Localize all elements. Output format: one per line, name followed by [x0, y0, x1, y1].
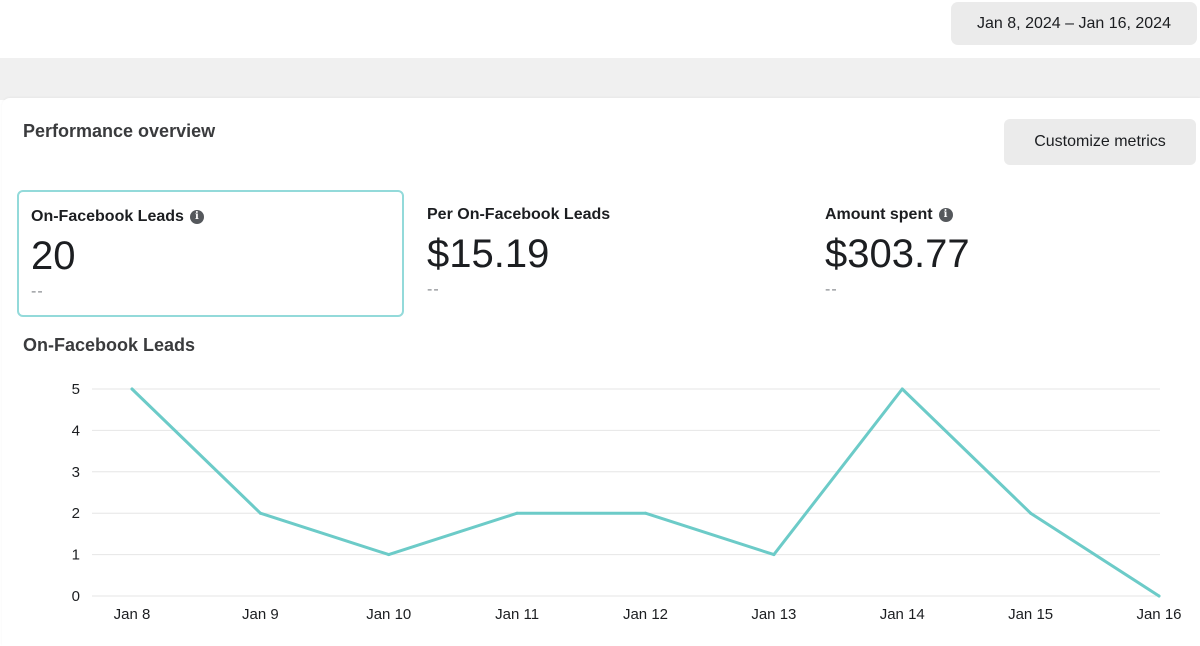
data-point	[130, 387, 134, 391]
top-bar: Jan 8, 2024 – Jan 16, 2024	[0, 0, 1200, 58]
metric-card-amount-spent[interactable]: Amount spent i $303.77 --	[813, 190, 1200, 317]
section-title: Performance overview	[23, 121, 216, 141]
y-tick-label: 1	[72, 547, 80, 564]
data-point	[1157, 594, 1161, 598]
y-tick-label: 0	[72, 588, 80, 605]
date-range-picker[interactable]: Jan 8, 2024 – Jan 16, 2024	[951, 2, 1197, 45]
data-point	[387, 553, 391, 557]
x-tick-label: Jan 13	[751, 606, 796, 623]
metric-card-leads[interactable]: On-Facebook Leads i 20 --	[17, 190, 404, 317]
metric-label-text: Amount spent	[825, 206, 933, 223]
data-point	[1029, 511, 1033, 515]
data-point	[515, 511, 519, 515]
x-tick-label: Jan 9	[242, 606, 279, 623]
metric-card-cost-per-lead[interactable]: Per On-Facebook Leads $15.19 --	[415, 190, 802, 317]
metric-comparison: --	[825, 281, 838, 298]
leads-line-chart: 0 1 2 3 4 5 Jan 8 Jan 9 Jan 10 Jan 11 Jan 12 Jan 13…	[72, 381, 1182, 623]
metric-label: Per On-Facebook Leads	[427, 204, 802, 226]
data-point	[258, 511, 262, 515]
x-tick-label: Jan 15	[1008, 606, 1053, 623]
metric-value: 20	[31, 234, 76, 278]
x-tick-label: Jan 14	[880, 606, 925, 623]
metric-label: On-Facebook Leads i	[31, 206, 402, 228]
y-tick-label: 4	[72, 422, 80, 439]
header-band	[0, 58, 1200, 100]
metric-comparison: --	[427, 281, 440, 298]
info-icon[interactable]: i	[189, 210, 204, 224]
x-tick-label: Jan 12	[623, 606, 668, 623]
x-tick-label: Jan 11	[495, 606, 539, 623]
customize-metrics-button[interactable]: Customize metrics	[1004, 119, 1196, 165]
y-tick-label: 5	[72, 381, 80, 398]
metric-label-text: On-Facebook Leads	[31, 208, 184, 225]
info-icon[interactable]: i	[938, 208, 953, 222]
x-tick-label: Jan 16	[1136, 606, 1181, 623]
x-tick-label: Jan 8	[114, 606, 151, 623]
series-line	[130, 387, 1161, 598]
metric-label: Amount spent i	[825, 204, 1200, 226]
data-point	[772, 553, 776, 557]
metric-value: $15.19	[427, 232, 550, 276]
y-tick-label: 2	[72, 505, 80, 522]
y-tick-label: 3	[72, 464, 80, 481]
x-tick-label: Jan 10	[366, 606, 411, 623]
data-point	[644, 511, 647, 515]
chart-title: On-Facebook Leads	[23, 335, 196, 355]
data-point	[900, 387, 904, 391]
metric-comparison: --	[31, 283, 44, 300]
metric-value: $303.77	[825, 232, 970, 276]
metric-label-text: Per On-Facebook Leads	[427, 206, 611, 223]
